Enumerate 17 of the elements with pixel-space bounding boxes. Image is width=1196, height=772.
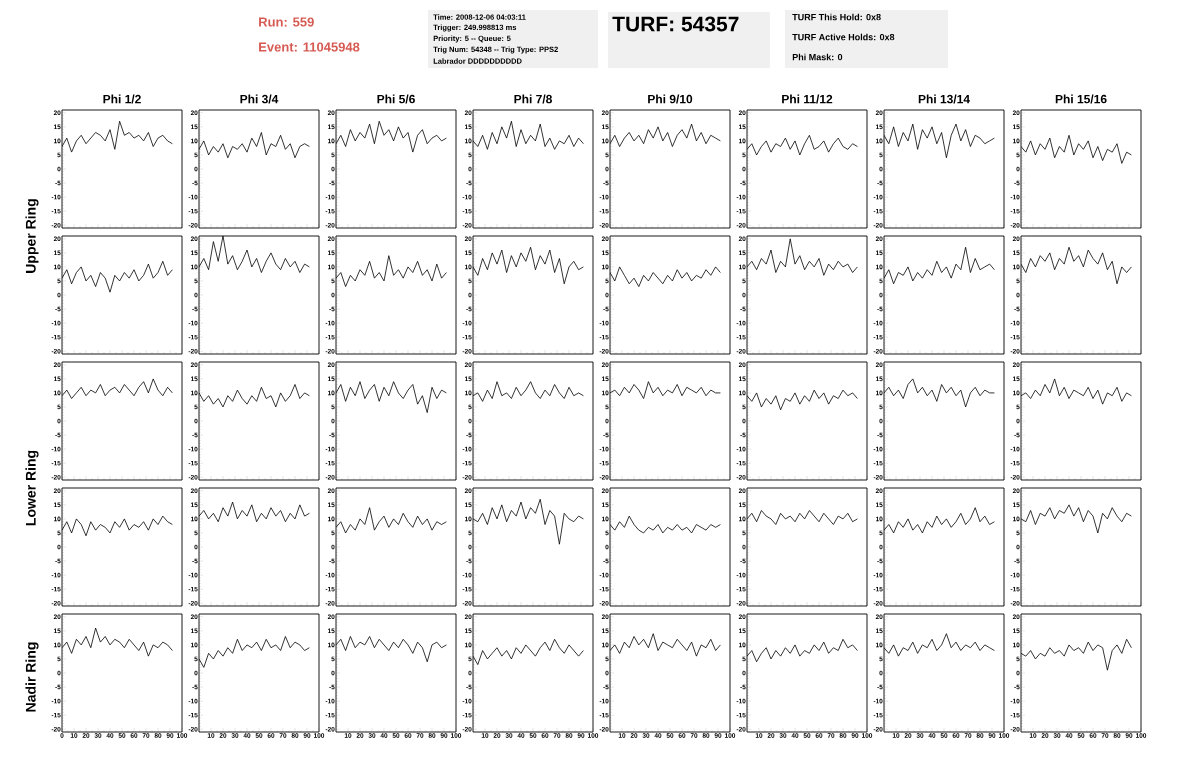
chart-title: Phi 11/12 bbox=[782, 94, 833, 104]
text: Lower Ring bbox=[25, 450, 39, 526]
chart-title: Phi 3/4 bbox=[240, 94, 279, 104]
text: TURF Active Holds: 0x8 bbox=[792, 33, 895, 41]
text: TURF: 54357 bbox=[612, 16, 739, 32]
chart-title: Phi 7/8 bbox=[514, 94, 552, 104]
chart-title: Phi 9/10 bbox=[648, 94, 693, 104]
text: Run: 559 bbox=[259, 17, 314, 27]
text: TURF This Hold: 0x8 bbox=[792, 13, 881, 21]
chart-title: Phi 1/2 bbox=[103, 94, 141, 104]
chart-title: Phi 15/16 bbox=[1055, 94, 1107, 104]
text: Nadir Ring bbox=[25, 642, 39, 712]
chart-title: Phi 5/6 bbox=[377, 94, 415, 104]
chart-title: Phi 13/14 bbox=[918, 94, 970, 104]
text: Event: 11045948 bbox=[259, 42, 360, 52]
text: Upper Ring bbox=[25, 199, 39, 273]
text: Phi Mask: 0 bbox=[792, 53, 843, 61]
